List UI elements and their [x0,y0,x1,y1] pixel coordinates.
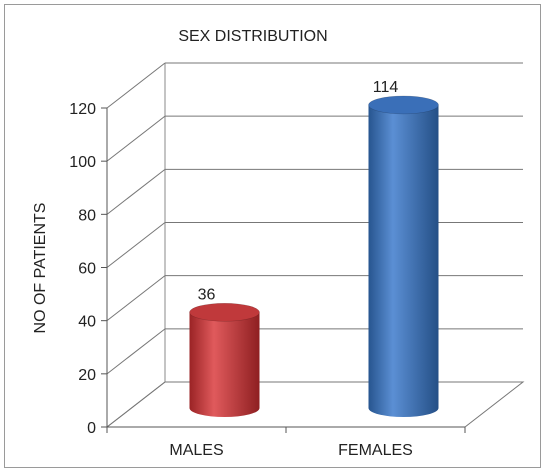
y-tick-label-60: 60 [78,261,96,278]
labels: SEX DISTRIBUTION NO OF PATIENTS 0 20 40 60 8… [32,28,413,459]
x-tick-label-females: FEMALES [338,442,413,459]
bars [189,95,439,417]
gridline-side-60 [106,222,166,268]
gridline-side-120 [106,62,166,109]
bar-females [368,95,439,417]
y-tick-label-80: 80 [78,207,96,224]
bar-males [189,303,260,417]
gridline-side-20 [106,328,166,375]
chart-frame [4,4,541,468]
x-tick-label-males: MALES [169,442,223,459]
axes [101,107,466,433]
gridlines [105,62,525,428]
y-tick-label-0: 0 [87,420,96,437]
bar-top-males [189,303,260,322]
gridline-side-80 [106,168,166,215]
y-tick-label-20: 20 [78,367,96,384]
data-label-males: 36 [198,286,216,303]
floor [105,381,525,428]
y-axis-label: NO OF PATIENTS [32,203,49,334]
bar-body-males [189,312,260,417]
y-tick-label-120: 120 [69,101,96,118]
gridline-side-40 [106,275,166,322]
chart-title: SEX DISTRIBUTION [178,28,327,45]
gridline-side-100 [106,115,166,162]
y-tick-label-100: 100 [69,154,96,171]
bar-top-females [368,95,439,115]
data-label-females: 114 [373,79,399,96]
y-tick-label-40: 40 [78,314,96,331]
bar-body-females [368,104,439,417]
